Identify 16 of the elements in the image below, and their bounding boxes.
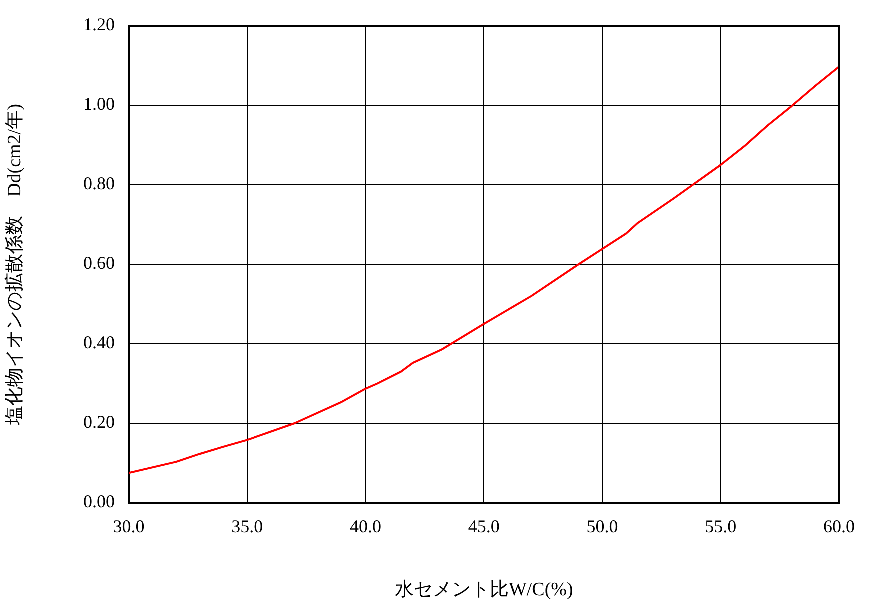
y-tick-label: 0.00 bbox=[84, 492, 115, 512]
y-tick-label: 1.20 bbox=[84, 14, 115, 35]
x-tick-label: 40.0 bbox=[350, 516, 382, 537]
x-tick-label: 30.0 bbox=[113, 516, 145, 537]
x-tick-label: 50.0 bbox=[586, 516, 618, 537]
y-tick-label: 1.00 bbox=[84, 94, 115, 114]
y-tick-label: 0.40 bbox=[84, 332, 115, 353]
y-tick-label: 0.80 bbox=[84, 174, 115, 194]
y-axis-title: 塩化物イオンの拡散係数 Dd(cm2/年) bbox=[4, 104, 26, 426]
x-tick-label: 45.0 bbox=[468, 516, 500, 537]
x-tick-label: 55.0 bbox=[705, 516, 737, 537]
x-tick-label: 35.0 bbox=[232, 516, 264, 537]
y-tick-label: 0.20 bbox=[84, 412, 115, 432]
y-tick-label: 0.60 bbox=[84, 253, 115, 274]
x-axis-title: 水セメント比W/C(%) bbox=[394, 580, 574, 601]
x-tick-label: 60.0 bbox=[824, 516, 855, 537]
